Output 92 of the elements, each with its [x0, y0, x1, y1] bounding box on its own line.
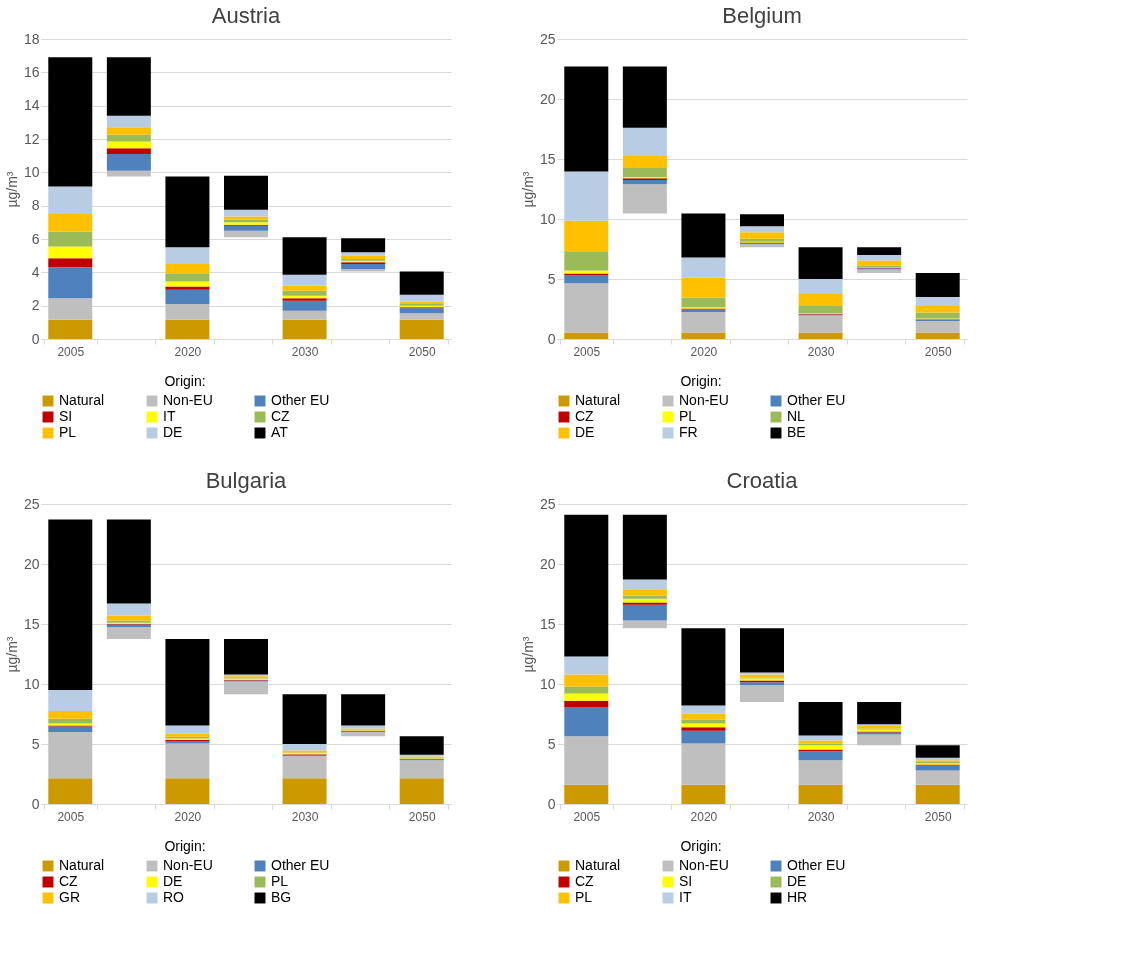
y-tick-label: 15 [539, 615, 556, 632]
chart-title: Bulgaria [205, 468, 288, 493]
y-tick-label: 8 [31, 197, 40, 214]
y-tick-label: 10 [23, 675, 40, 692]
legend-label: NL [787, 408, 806, 424]
y-axis-title: µg/m³ [3, 171, 20, 208]
legend-label: HR [787, 889, 808, 905]
legend-label: IT [163, 408, 176, 424]
legend-label: Non-EU [163, 857, 213, 873]
legend-label: GR [59, 889, 80, 905]
legend-label: Natural [575, 392, 621, 408]
legend-label: Non-EU [679, 392, 729, 408]
y-tick-label: 20 [539, 90, 556, 107]
x-tick-label: 2005 [573, 809, 601, 824]
x-tick-label: 2030 [291, 344, 319, 359]
chart-title: Croatia [726, 468, 799, 493]
legend-label: Non-EU [163, 392, 213, 408]
legend-title: Origin: [680, 373, 722, 389]
y-tick-label: 14 [23, 97, 40, 114]
x-tick-label: 2050 [924, 809, 952, 824]
y-tick-label: 10 [539, 210, 556, 227]
legend-label: Other EU [787, 392, 846, 408]
legend-label: DE [163, 424, 183, 440]
x-tick-label: 2050 [408, 344, 436, 359]
chart-title: Belgium [722, 3, 802, 28]
legend-label: CZ [575, 873, 595, 889]
y-tick-label: 10 [23, 163, 40, 180]
y-tick-label: 5 [31, 735, 40, 752]
y-axis-title: µg/m³ [519, 636, 536, 673]
legend-label: FR [679, 424, 698, 440]
x-tick-label: 2005 [573, 344, 601, 359]
y-tick-label: 18 [23, 30, 40, 47]
y-tick-label: 5 [547, 735, 556, 752]
x-tick-label: 2020 [690, 344, 718, 359]
legend-title: Origin: [680, 838, 722, 854]
x-tick-label: 2030 [807, 344, 835, 359]
legend-label: Other EU [787, 857, 846, 873]
legend-label: SI [59, 408, 73, 424]
y-tick-label: 10 [539, 675, 556, 692]
legend-title: Origin: [164, 373, 206, 389]
legend-label: PL [679, 408, 697, 424]
legend-label: DE [575, 424, 595, 440]
legend-label: CZ [59, 873, 79, 889]
y-tick-label: 20 [539, 555, 556, 572]
x-tick-label: 2050 [408, 809, 436, 824]
legend-label: DE [787, 873, 807, 889]
y-tick-label: 20 [23, 555, 40, 572]
y-tick-label: 2 [31, 297, 40, 314]
x-tick-label: 2050 [924, 344, 952, 359]
y-tick-label: 15 [23, 615, 40, 632]
y-tick-label: 15 [539, 150, 556, 167]
y-tick-label: 0 [547, 330, 556, 347]
legend-label: BG [271, 889, 292, 905]
y-tick-label: 25 [539, 495, 556, 512]
x-tick-label: 2005 [57, 344, 85, 359]
legend-label: SI [679, 873, 693, 889]
x-tick-label: 2005 [57, 809, 85, 824]
y-tick-label: 0 [31, 330, 40, 347]
legend-label: Non-EU [679, 857, 729, 873]
legend-label: Natural [575, 857, 621, 873]
y-tick-label: 5 [547, 270, 556, 287]
y-tick-label: 0 [31, 795, 40, 812]
y-tick-label: 6 [31, 230, 40, 247]
legend-label: IT [679, 889, 692, 905]
legend-label: Natural [59, 392, 105, 408]
legend-label: PL [575, 889, 593, 905]
legend-label: CZ [575, 408, 595, 424]
legend-label: Natural [59, 857, 105, 873]
y-tick-label: 25 [539, 30, 556, 47]
legend-label: Other EU [271, 857, 330, 873]
legend-label: CZ [271, 408, 291, 424]
chart-title: Austria [211, 3, 281, 28]
x-tick-label: 2030 [807, 809, 835, 824]
y-axis-title: µg/m³ [519, 171, 536, 208]
y-tick-label: 12 [23, 130, 40, 147]
legend-label: DE [163, 873, 183, 889]
y-tick-label: 0 [547, 795, 556, 812]
y-tick-label: 25 [23, 495, 40, 512]
x-tick-label: 2030 [291, 809, 319, 824]
legend-label: BE [787, 424, 806, 440]
x-tick-label: 2020 [174, 344, 202, 359]
y-tick-label: 16 [23, 63, 40, 80]
legend-label: RO [163, 889, 185, 905]
legend-label: PL [59, 424, 77, 440]
x-tick-label: 2020 [174, 809, 202, 824]
y-axis-title: µg/m³ [3, 636, 20, 673]
x-tick-label: 2020 [690, 809, 718, 824]
legend-title: Origin: [164, 838, 206, 854]
y-tick-label: 4 [31, 263, 40, 280]
legend-label: AT [271, 424, 289, 440]
legend-label: Other EU [271, 392, 330, 408]
legend-label: PL [271, 873, 289, 889]
